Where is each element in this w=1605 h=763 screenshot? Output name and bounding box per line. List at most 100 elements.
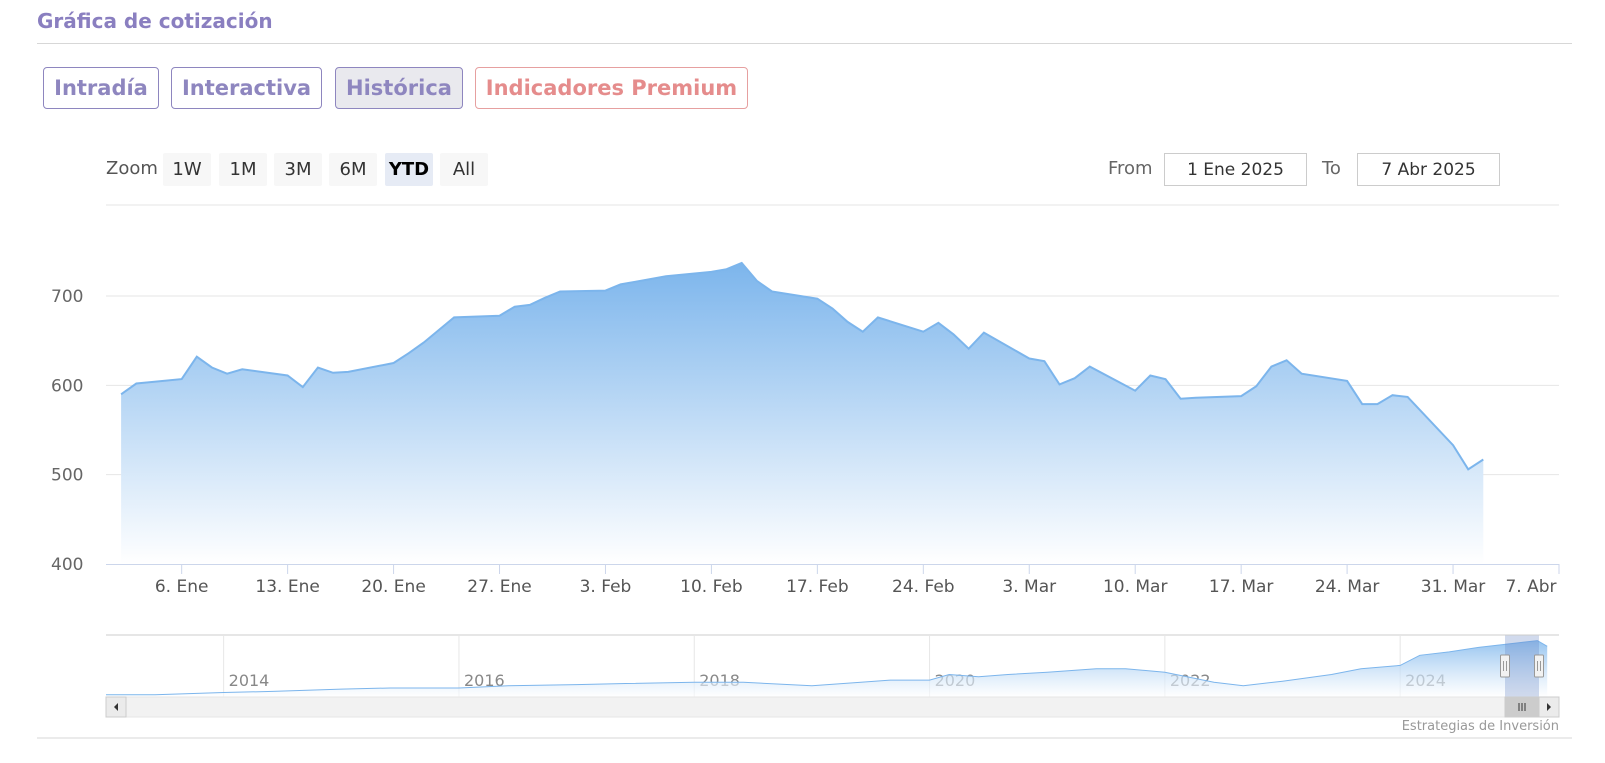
from-date-input[interactable]	[1164, 153, 1307, 186]
y-tick-label: 400	[51, 555, 83, 575]
data-point	[1195, 397, 1197, 399]
x-tick-label: 3. Feb	[580, 577, 632, 597]
data-point	[1285, 359, 1287, 361]
arrow-right-icon	[1547, 703, 1551, 711]
tab-interactiva[interactable]: Interactiva	[171, 67, 322, 109]
data-point	[1164, 378, 1166, 380]
x-tick-label: 6. Ene	[155, 577, 209, 597]
data-point	[544, 297, 546, 299]
y-tick-label: 600	[51, 376, 83, 396]
data-point	[226, 373, 228, 375]
x-tick-label: 20. Ene	[361, 577, 425, 597]
section-title: Gráfica de cotización	[37, 9, 273, 33]
data-point	[1482, 458, 1484, 460]
navigator-line	[106, 640, 1548, 696]
x-tick-label: 24. Mar	[1315, 577, 1380, 597]
data-point	[332, 372, 334, 374]
data-point	[408, 352, 410, 354]
data-point	[937, 322, 939, 324]
x-tick-label: 31. Mar	[1421, 577, 1486, 597]
data-point	[392, 362, 394, 364]
data-point	[347, 371, 349, 373]
data-point	[423, 341, 425, 343]
arrow-left-icon	[114, 703, 118, 711]
zoom-button-1m[interactable]: 1M	[219, 153, 267, 186]
data-point	[756, 280, 758, 282]
data-point	[604, 289, 606, 291]
data-point	[846, 321, 848, 323]
navigator-area	[106, 640, 1548, 697]
data-point	[952, 333, 954, 335]
zoom-button-6m[interactable]: 6M	[329, 153, 377, 186]
data-point	[1376, 403, 1378, 405]
data-point	[1406, 396, 1408, 398]
data-point	[710, 271, 712, 273]
data-point	[1149, 374, 1151, 376]
data-point	[877, 316, 879, 318]
data-point	[1270, 365, 1272, 367]
zoom-button-ytd[interactable]: YTD	[385, 153, 433, 186]
data-point	[211, 366, 213, 368]
data-point	[438, 329, 440, 331]
data-point	[1028, 357, 1030, 359]
data-point	[740, 262, 742, 264]
data-point	[180, 378, 182, 380]
zoom-button-1w[interactable]: 1W	[163, 153, 211, 186]
x-tick-label: 10. Mar	[1103, 577, 1168, 597]
data-point	[1391, 394, 1393, 396]
to-date-input[interactable]	[1357, 153, 1500, 186]
tab-indicadores-premium[interactable]: Indicadores Premium	[475, 67, 748, 109]
data-point	[1452, 444, 1454, 446]
x-tick-label: 27. Ene	[467, 577, 531, 597]
tab-intradia[interactable]: Intradía	[43, 67, 159, 109]
data-point	[1346, 380, 1348, 382]
zoom-button-3m[interactable]: 3M	[274, 153, 322, 186]
data-point	[725, 268, 727, 270]
data-point	[453, 316, 455, 318]
data-point	[1179, 398, 1181, 400]
y-tick-label: 500	[51, 466, 83, 486]
data-point	[241, 368, 243, 370]
data-point	[922, 331, 924, 333]
x-tick-label: 17. Feb	[786, 577, 849, 597]
data-point	[831, 307, 833, 309]
x-tick-label: 13. Ene	[255, 577, 319, 597]
data-point	[635, 281, 637, 283]
data-point	[498, 314, 500, 316]
data-point	[650, 278, 652, 280]
title-divider	[37, 43, 1572, 44]
data-point	[816, 297, 818, 299]
x-tick-label: 3. Mar	[1002, 577, 1056, 597]
data-point	[1467, 468, 1469, 470]
data-point	[771, 290, 773, 292]
navigator-year-label: 2014	[229, 671, 270, 690]
scrollbar-track[interactable]	[105, 696, 1560, 718]
data-point	[619, 283, 621, 285]
x-tick-label: 17. Mar	[1209, 577, 1274, 597]
to-label: To	[1322, 158, 1341, 179]
navigator-selection[interactable]	[1505, 635, 1539, 697]
data-point	[302, 386, 304, 388]
data-point	[1043, 360, 1045, 362]
data-point	[1255, 385, 1257, 387]
navigator-year-label: 2016	[464, 671, 505, 690]
y-tick-label: 700	[51, 287, 83, 307]
data-point	[862, 331, 864, 333]
series-area	[121, 262, 1484, 564]
x-tick-label: 24. Feb	[892, 577, 955, 597]
data-point	[317, 366, 319, 368]
data-point	[286, 374, 288, 376]
data-point	[968, 348, 970, 350]
data-point	[196, 356, 198, 358]
data-point	[120, 393, 122, 395]
navigator-right-handle[interactable]	[1534, 654, 1544, 678]
zoom-button-all[interactable]: All	[440, 153, 488, 186]
navigator-left-handle[interactable]	[1500, 654, 1510, 678]
series-line	[120, 261, 1484, 471]
tab-historica[interactable]: Histórica	[335, 67, 463, 109]
data-point	[665, 275, 667, 277]
data-point	[1240, 395, 1242, 397]
data-point	[1361, 403, 1363, 405]
data-point	[983, 331, 985, 333]
